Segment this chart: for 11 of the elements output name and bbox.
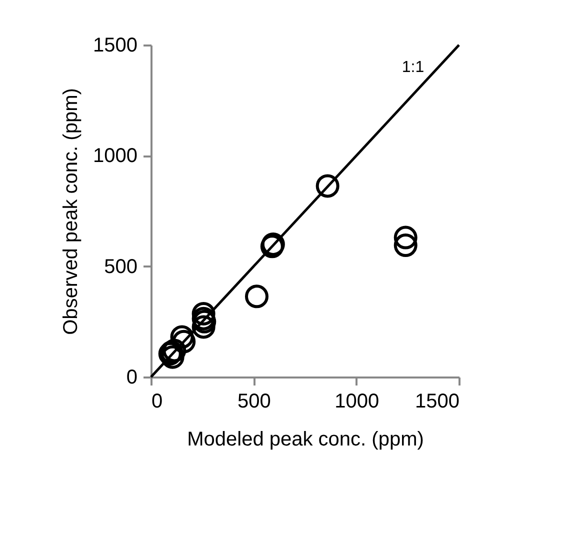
x-tick-label: 0: [152, 390, 163, 412]
x-axis-title: Modeled peak conc. (ppm): [187, 428, 424, 450]
annotation: 1:1: [402, 59, 424, 76]
y-axis-title: Observed peak conc. (ppm): [60, 88, 82, 335]
x-tick-label: 1000: [334, 390, 380, 412]
y-tick-label: 500: [104, 256, 138, 278]
x-tick-label: 1500: [415, 390, 460, 412]
y-tick-label: 1000: [93, 145, 138, 168]
y-tick-label: 1500: [93, 34, 138, 56]
y-tick-label: 0: [126, 366, 138, 388]
x-tick-label: 500: [237, 390, 271, 412]
